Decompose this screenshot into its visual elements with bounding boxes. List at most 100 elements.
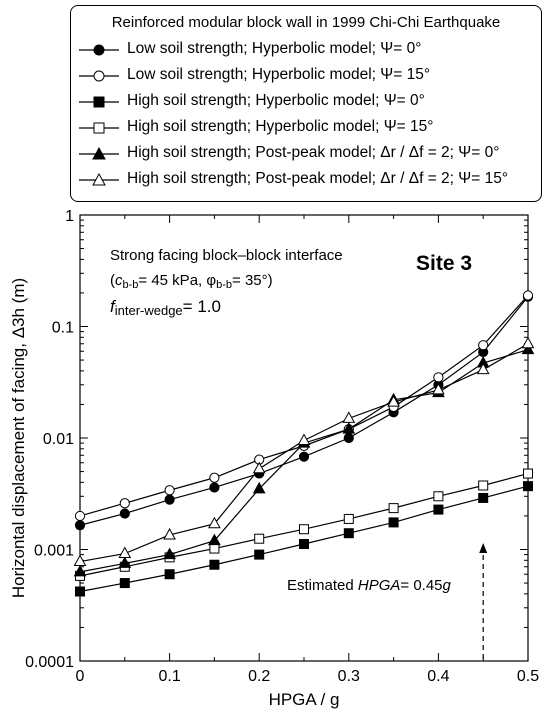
legend-label: High soil strength; Hyperbolic model; Ψ=… [127,118,434,135]
y-tick-label: 0.01 [43,431,74,448]
data-point-triangle [73,554,87,567]
data-point-square [343,528,354,539]
data-point-square [119,578,130,589]
data-point-circle [343,432,354,444]
data-point-triangle [521,342,535,355]
data-point-triangle [342,411,356,423]
data-point-circle [74,510,86,522]
legend-marker-open-square [79,122,119,134]
legend-label: High soil strength; Hyperbolic model; Ψ=… [127,92,425,109]
data-point-circle [388,407,399,418]
data-point-triangle [208,516,221,529]
y-tick-label: 0.001 [34,543,74,560]
series-line [79,485,529,593]
data-point-square [254,549,265,560]
y-tick-label: 0.0001 [25,654,74,671]
data-point-circle [298,440,310,451]
data-point-circle [74,520,86,531]
y-axis-title: Horizontal displacement of facing, Δ3h (… [9,278,28,598]
data-point-triangle [387,392,400,405]
chart-title: Reinforced modular block wall in 1999 Ch… [111,14,501,31]
data-point-triangle [118,556,132,568]
data-point-triangle [73,564,87,577]
x-tick-label: 0.4 [427,668,449,685]
data-point-circle [433,379,444,390]
params-annotation: (cb-b= 45 kPa, φb-b= 35°) [110,272,273,291]
legend-item-5: High soil strength; Post-peak model; Δr … [79,142,539,166]
legend-marker-open-circle [79,70,119,82]
legend-marker-filled-triangle [79,146,119,160]
legend: Reinforced modular block wall in 1999 Ch… [70,5,542,202]
data-point-square [164,569,175,580]
data-point-circle [343,424,354,435]
data-point-circle [298,451,310,462]
y-tick-label: 1 [65,208,74,225]
data-point-square [164,552,175,563]
data-point-triangle [521,336,535,349]
series-line [79,296,529,526]
data-point-square [433,504,444,515]
data-point-triangle [387,395,400,407]
data-point-triangle [297,436,311,448]
data-point-square [343,513,354,524]
data-point-triangle [252,481,266,494]
interface-annotation: Strong facing block–block interface [110,247,343,264]
data-point-square [209,543,220,554]
estimate-annotation: Estimated HPGA= 0.45g [287,577,451,594]
data-point-circle [522,290,534,301]
data-point-square [523,468,533,479]
data-point-circle [164,494,175,505]
data-point-triangle [252,461,266,474]
wedge-annotation: finter-wedge= 1.0 [110,297,221,318]
x-axis-title: HPGA / g [269,690,340,709]
data-point-triangle [476,356,490,368]
data-point-square [478,480,489,491]
data-point-circle [522,291,534,302]
x-tick-label: 0.3 [338,668,360,685]
data-point-square [299,539,309,550]
data-point-triangle [432,385,445,398]
legend-item-6: High soil strength; Post-peak model; Δr … [79,168,539,192]
data-point-circle [478,346,489,358]
data-point-triangle [342,422,356,434]
data-point-triangle [208,533,221,546]
x-tick-label: 0.5 [517,668,539,685]
data-point-square [433,491,444,502]
data-point-circle [388,401,399,413]
legend-label: Low soil strength; Hyperbolic model; Ψ= … [127,66,431,83]
legend-marker-filled-circle [79,44,119,56]
estimate-arrow-head [479,543,488,553]
legend-marker-filled-square [79,96,119,108]
data-point-triangle [163,547,176,560]
series-line [79,343,529,563]
legend-label: High soil strength; Post-peak model; Δr … [127,170,509,187]
data-point-square [75,586,85,597]
data-point-square [388,517,399,528]
data-point-circle [254,468,265,479]
data-point-circle [209,482,220,493]
series-line [79,349,529,573]
data-point-triangle [297,433,311,445]
data-point-triangle [432,382,445,395]
data-point-square [75,570,85,581]
legend-item-3: High soil strength; Hyperbolic model; Ψ=… [79,90,539,114]
data-point-triangle [476,362,490,375]
data-point-circle [254,454,265,465]
site-label: Site 3 [416,252,473,275]
series-line [79,295,529,517]
x-tick-label: 0.2 [248,668,270,685]
data-point-square [299,524,309,535]
legend-label: High soil strength; Post-peak model; Δr … [127,144,500,161]
data-point-square [388,503,399,514]
data-point-circle [478,340,489,351]
data-point-circle [209,472,220,483]
data-point-circle [119,498,130,509]
legend-label: Low soil strength; Hyperbolic model; Ψ= … [127,40,422,57]
data-point-triangle [118,546,132,559]
data-point-circle [119,508,130,519]
series-line [79,472,529,577]
legend-item-1: Low soil strength; Hyperbolic model; Ψ= … [79,38,539,62]
data-point-square [478,492,489,503]
legend-marker-open-triangle [79,172,119,186]
data-point-circle [433,372,444,383]
